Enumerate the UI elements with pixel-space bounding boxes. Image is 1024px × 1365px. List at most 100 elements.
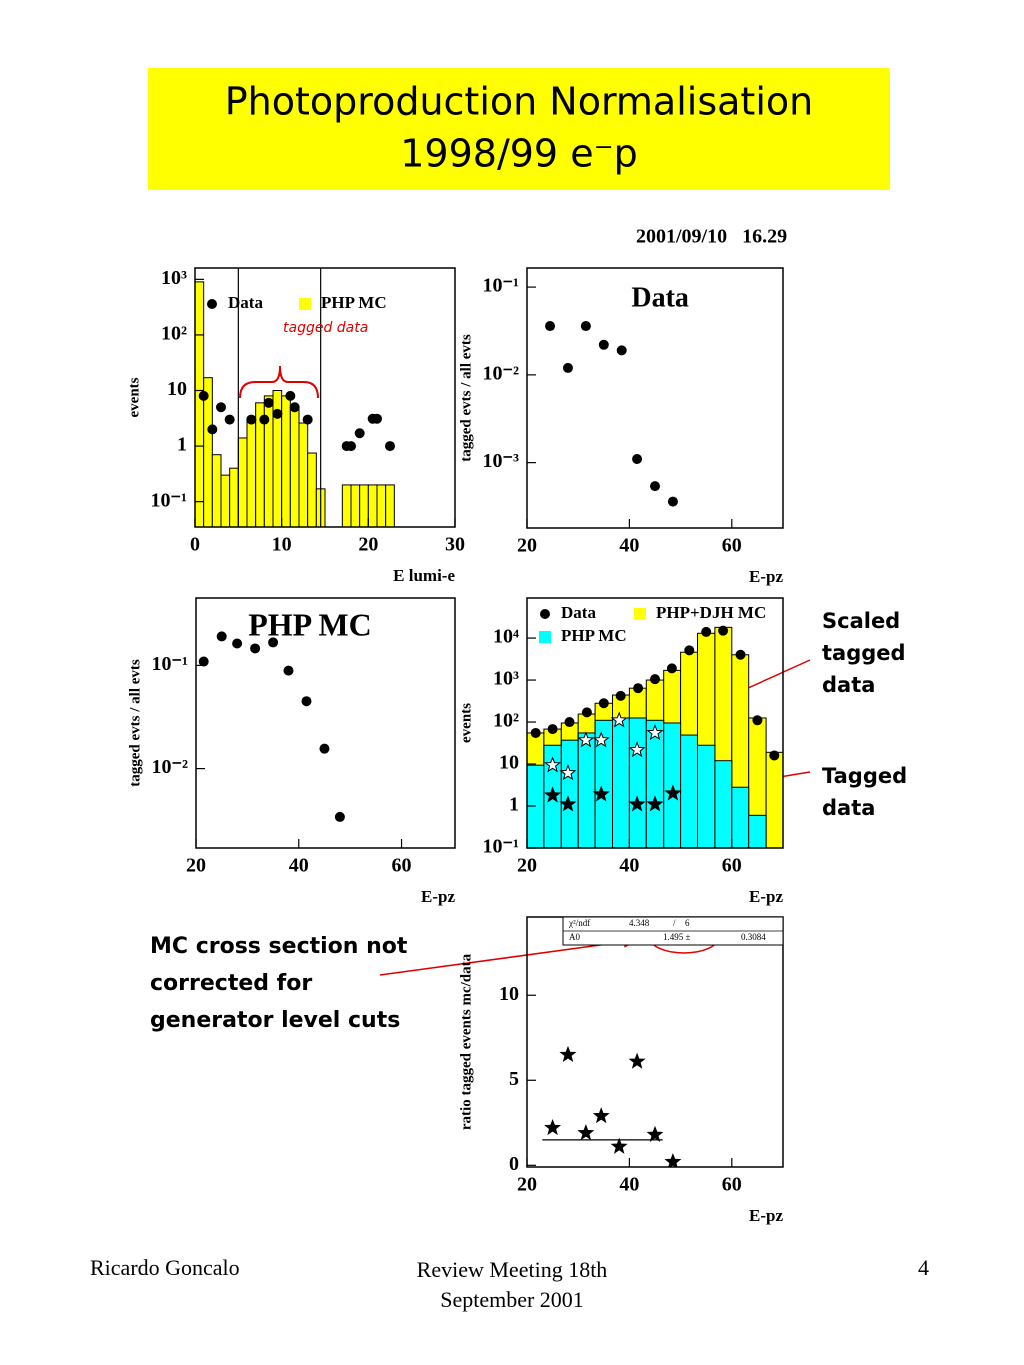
- data-point: [664, 1152, 682, 1167]
- histogram-bin: [298, 422, 309, 527]
- histogram-bin: [229, 467, 239, 527]
- data-point: [544, 786, 562, 803]
- x-tick-label: 60: [722, 855, 742, 877]
- data-point: [564, 717, 575, 728]
- data-point: [581, 707, 592, 718]
- stats-value: 1.495 ±: [663, 932, 691, 942]
- histogram-bin: [731, 786, 750, 848]
- plot-frame: [526, 597, 784, 849]
- legend-marker: [539, 631, 551, 643]
- y-tick-label: 1: [509, 794, 519, 816]
- y-tick-label: 10⁻²: [482, 362, 519, 384]
- stats-value: 0.3084: [741, 932, 766, 942]
- data-point: [577, 1124, 595, 1141]
- histogram-bin: [341, 484, 352, 527]
- histogram-bin: [359, 484, 369, 527]
- legend-label: PHP MC: [561, 626, 627, 645]
- data-point: [628, 1052, 646, 1069]
- histogram-bin: [748, 814, 767, 848]
- legend-label: Data: [561, 603, 596, 622]
- plot-area: [527, 625, 783, 848]
- histogram-bin: [246, 419, 257, 527]
- x-tick-label: 20: [358, 534, 378, 556]
- data-point: [628, 741, 646, 758]
- y-tick-label: 10⁻¹: [482, 275, 519, 297]
- annotation: Scaled tagged data: [822, 609, 906, 697]
- plot-frame: [526, 267, 784, 529]
- x-tick-label: 40: [619, 1174, 639, 1196]
- histogram-bin: [577, 732, 596, 848]
- x-tick-label: 60: [722, 535, 742, 557]
- data-point: [334, 811, 345, 822]
- data-point: [598, 339, 609, 350]
- legend-label: PHP MC: [321, 293, 387, 312]
- plot-frame: [195, 597, 456, 849]
- stats-value: 6: [685, 918, 690, 928]
- data-point: [272, 408, 283, 419]
- data-point: [346, 441, 356, 452]
- data-point: [666, 663, 677, 674]
- histogram-bin: [628, 717, 647, 848]
- data-point: [628, 795, 646, 812]
- histogram-bin: [527, 764, 545, 848]
- title-line: 1998/99 e⁻p: [400, 132, 638, 176]
- y-axis-label: events: [126, 377, 142, 417]
- data-point: [646, 723, 664, 741]
- y-tick-label: 10: [499, 983, 519, 1005]
- data-point: [207, 424, 218, 435]
- plot-area: [544, 1045, 682, 1167]
- y-tick-label: 1: [177, 434, 187, 456]
- y-tick-label: 10²: [493, 710, 519, 732]
- data-point: [530, 727, 541, 738]
- plot-area: [545, 321, 678, 507]
- data-point: [250, 643, 261, 654]
- footer-page: 4: [918, 1255, 929, 1280]
- y-tick-label: 10³: [493, 668, 519, 690]
- data-point: [246, 414, 257, 425]
- histogram-bin: [696, 744, 716, 848]
- plot-title: Data: [631, 282, 689, 313]
- data-point: [610, 711, 628, 728]
- histogram-bin: [211, 454, 222, 527]
- histogram-bin: [765, 751, 783, 848]
- data-point: [592, 1107, 610, 1124]
- data-point: [354, 428, 365, 439]
- legend-label: PHP+DJH MC: [656, 603, 766, 622]
- data-point: [559, 764, 577, 781]
- x-tick-label: 20: [517, 1174, 537, 1196]
- data-point: [580, 321, 591, 332]
- legend-marker: [207, 299, 217, 309]
- histogram-bin: [220, 474, 231, 527]
- data-point: [545, 321, 556, 332]
- histogram-bin: [281, 395, 291, 527]
- x-tick-label: 10: [272, 534, 292, 556]
- footer-author: Ricardo Goncalo: [90, 1255, 240, 1280]
- y-axis-label: events: [458, 703, 474, 743]
- y-tick-label: 10: [167, 378, 187, 400]
- data-point: [216, 402, 226, 413]
- x-tick-label: 40: [619, 535, 639, 557]
- data-point: [216, 631, 227, 642]
- y-tick-label: 10⁻¹: [151, 653, 188, 675]
- x-tick-label: 0: [190, 534, 200, 556]
- x-tick-label: 30: [445, 534, 465, 556]
- data-point: [259, 414, 270, 425]
- stats-label: A0: [569, 932, 580, 942]
- data-point: [610, 1137, 628, 1154]
- data-point: [718, 625, 729, 636]
- y-axis-label: ratio tagged events mc/data: [458, 953, 474, 1130]
- data-point: [301, 696, 312, 707]
- data-point: [385, 441, 395, 452]
- y-tick-label: 5: [509, 1068, 519, 1090]
- x-axis-label: E-pz: [421, 887, 455, 906]
- y-tick-label: 0: [509, 1153, 519, 1175]
- x-tick-label: 20: [186, 855, 206, 877]
- histogram-bin: [376, 484, 387, 527]
- data-point: [283, 665, 294, 676]
- arrow: [379, 935, 639, 976]
- data-point: [615, 690, 626, 701]
- data-point: [633, 683, 644, 694]
- data-point: [559, 1045, 577, 1062]
- stats-label: χ²/ndf: [568, 918, 590, 928]
- legend-marker: [540, 609, 550, 619]
